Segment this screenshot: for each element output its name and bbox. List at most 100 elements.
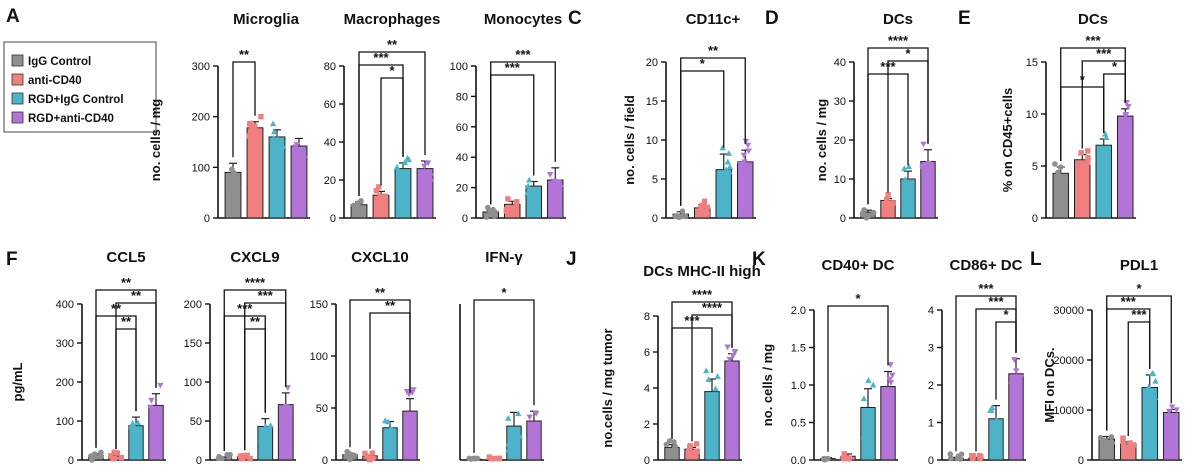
significance-label-cxcl9: ***	[237, 301, 253, 316]
significance-label-cxcl9: ****	[245, 275, 266, 290]
data-point-cd40dc	[864, 410, 872, 417]
significance-label-cd40dc: *	[855, 291, 861, 306]
significance-bracket-cd86dc	[995, 321, 1017, 400]
y-axis-label-dcs_pct: % on CD45+cells	[1000, 88, 1015, 192]
data-point-cd86dc	[1017, 375, 1024, 381]
data-point-dcs_pct	[1085, 159, 1091, 166]
data-point-ifng	[515, 410, 522, 417]
significance-bracket-mhc2	[671, 301, 733, 439]
data-point-mhc2	[729, 353, 737, 360]
y-tick-label-microglia: 100	[192, 162, 210, 174]
y-axis-label-cd40dc: no. cells / mg	[760, 344, 775, 426]
data-point-cd86dc	[969, 452, 975, 459]
data-point-cxcl9	[244, 452, 250, 458]
data-point-pdl1	[1130, 442, 1137, 448]
legend-swatch-anticd40	[11, 73, 24, 86]
data-point-pdl1	[1163, 413, 1171, 420]
significance-bracket-dcs_mg	[867, 73, 909, 205]
data-point-microglia	[248, 125, 255, 131]
data-point-monocytes	[485, 204, 491, 211]
y-tick-label-cxcl10: 100	[310, 351, 328, 363]
data-point-cd86dc	[976, 452, 983, 459]
y-tick-label-ccl5: 400	[56, 299, 74, 311]
data-point-dcs_pct	[1102, 130, 1109, 137]
legend-label-igg: IgG Control	[28, 56, 91, 68]
data-point-cd11c	[745, 148, 752, 155]
data-point-dcs_mg	[859, 211, 866, 218]
chart-title-monocytes: Monocytes	[484, 11, 562, 28]
chart-title-cd40dc: CD40+ DC	[822, 257, 895, 274]
data-point-cd11c	[719, 144, 726, 151]
data-point-dcs_mg	[884, 203, 890, 209]
significance-bracket-monocytes	[490, 74, 535, 205]
data-point-dcs_pct	[1096, 146, 1103, 153]
data-point-cd40dc	[846, 455, 852, 462]
data-point-cd86dc	[947, 451, 954, 457]
data-point-macrophages	[358, 199, 364, 205]
data-point-microglia	[270, 135, 277, 141]
data-point-ifng	[516, 432, 523, 439]
y-tick-label-dcs_mg: 20	[834, 135, 846, 147]
data-point-microglia	[233, 177, 240, 183]
data-point-cd40dc	[860, 432, 867, 439]
data-point-microglia	[269, 120, 277, 127]
data-point-mhc2	[666, 438, 673, 444]
data-point-ifng	[505, 446, 512, 453]
y-tick-label-dcs_pct: 0	[1032, 213, 1038, 225]
data-point-cxcl9	[216, 453, 222, 460]
data-point-ifng	[533, 410, 540, 417]
data-point-ccl5	[108, 452, 114, 459]
data-point-cd11c	[726, 168, 733, 175]
data-point-cd11c	[699, 202, 705, 208]
bar-cd11c-2	[715, 169, 732, 219]
data-point-monocytes	[546, 172, 554, 178]
data-point-ifng	[490, 455, 496, 462]
data-point-macrophages	[427, 173, 434, 180]
data-point-cd11c	[724, 158, 732, 165]
bar-ccl5-2	[128, 425, 144, 461]
data-point-pdl1	[1121, 445, 1128, 451]
legend-label-anticd40: anti-CD40	[28, 75, 82, 87]
data-point-cd40dc	[889, 372, 896, 379]
significance-bracket-microglia	[232, 61, 256, 158]
data-point-cd40dc	[886, 376, 893, 383]
significance-label-microglia: **	[239, 47, 250, 62]
data-point-mhc2	[711, 395, 718, 402]
data-point-dcs_mg	[904, 178, 912, 185]
data-point-monocytes	[513, 205, 520, 212]
y-tick-label-mhc2: 8	[644, 311, 650, 323]
y-tick-label-cd86dc: 1	[928, 418, 934, 430]
data-point-macrophages	[397, 169, 405, 176]
data-point-dcs_pct	[1085, 148, 1091, 154]
data-point-mhc2	[726, 356, 733, 363]
data-point-macrophages	[393, 163, 401, 170]
chart-cd40dc: CD40+ DC no. cells / mg 0.0 0.5 1.0 1.5 2.0 *	[760, 257, 898, 467]
data-point-ccl5	[97, 453, 103, 459]
legend-label-rgd-igg: RGD+IgG Control	[28, 94, 124, 106]
panel-label-j: J	[566, 249, 577, 270]
data-point-dcs_mg	[861, 207, 867, 213]
y-tick-label-cxcl10: 0	[322, 455, 328, 467]
data-point-cd86dc	[994, 429, 1001, 436]
significance-label-pdl1: ***	[1131, 307, 1147, 322]
data-point-dcs_mg	[901, 176, 909, 182]
chart-cxcl10: CXCL10 0 50 100 150 ****	[310, 249, 420, 467]
data-point-cxcl10	[382, 417, 389, 424]
data-point-cxcl10	[410, 414, 417, 420]
data-point-cxcl10	[389, 426, 396, 433]
y-axis-label-microglia: no. cells / mg	[148, 99, 163, 181]
y-tick-label-dcs_pct: 15	[1026, 57, 1038, 69]
chart-mhc2: DCs MHC-II high no.cells / mg tumor 0 2 4 6 8 *…	[600, 263, 761, 467]
significance-label-dcs_pct: *	[1112, 59, 1118, 74]
data-point-cd40dc	[888, 400, 895, 407]
significance-bracket-mhc2	[671, 327, 713, 439]
data-point-cd40dc	[887, 362, 894, 368]
data-point-mhc2	[672, 443, 678, 450]
data-point-ccl5	[88, 453, 95, 459]
significance-label-cxcl9: ***	[258, 288, 274, 303]
data-point-microglia	[252, 123, 258, 129]
data-point-dcs_mg	[870, 209, 877, 216]
data-point-microglia	[273, 144, 280, 151]
data-point-dcs_mg	[925, 160, 932, 167]
